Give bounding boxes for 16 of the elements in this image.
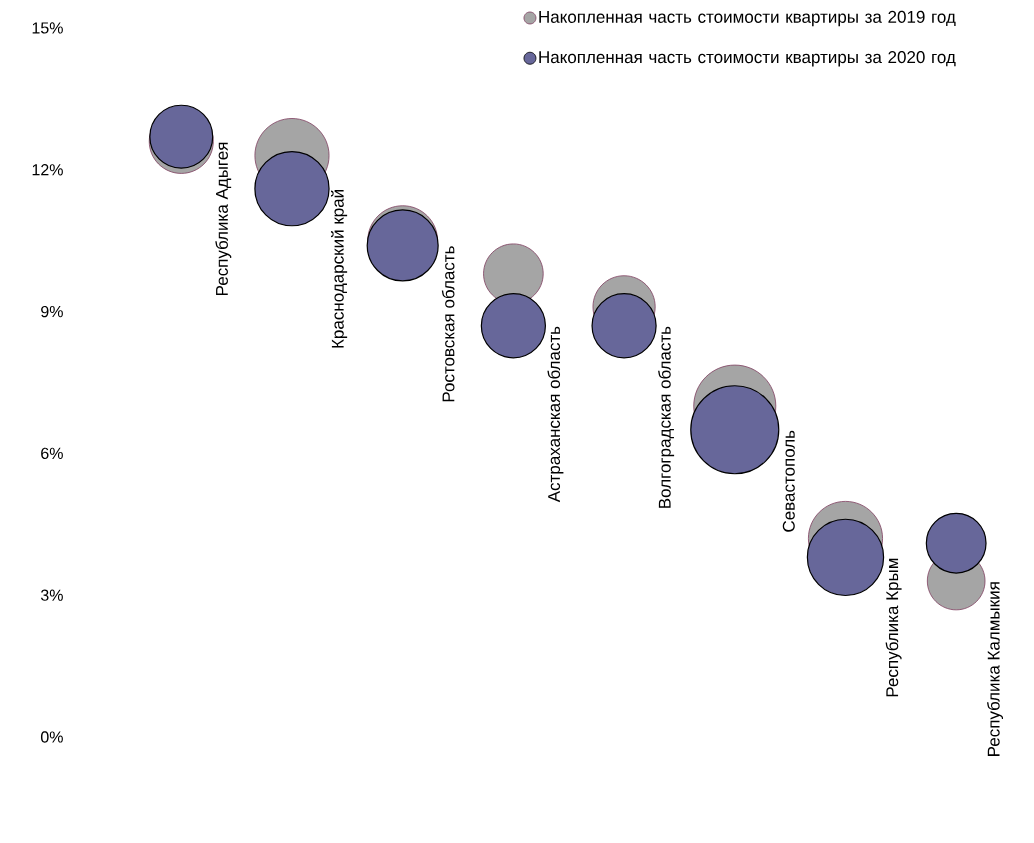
- y-tick-label: 15%: [32, 22, 63, 34]
- y-tick-label: 0%: [40, 731, 63, 743]
- x-tick-label: Ростовская область: [441, 246, 455, 402]
- x-tick-label: Волгоградская область: [658, 326, 675, 508]
- legend-label: Накопленная часть стоимости квартиры за 2020 год: [539, 51, 956, 67]
- y-tick-label: 3%: [40, 589, 63, 601]
- y-tick-label: 12%: [32, 164, 63, 176]
- y-tick-label: 9%: [41, 305, 63, 318]
- x-tick-label: Республика Адыгея: [215, 142, 232, 295]
- y-tick-label: 6%: [41, 447, 63, 460]
- x-tick-label: Севастополь: [782, 430, 795, 532]
- x-tick-label: Астраханская область: [547, 326, 564, 503]
- legend-label: Накопленная часть стоимости квартиры за 2019 год: [539, 10, 956, 27]
- x-tick-label: Краснодарский край: [330, 190, 348, 348]
- x-tick-label: Республика Крым: [885, 558, 902, 697]
- x-tick-label: Республика Калмыкия: [987, 582, 1004, 756]
